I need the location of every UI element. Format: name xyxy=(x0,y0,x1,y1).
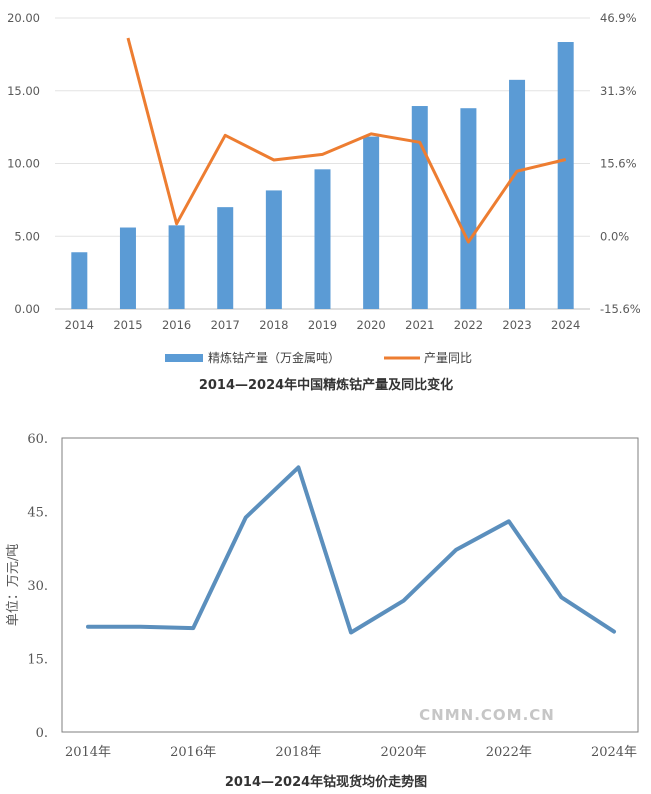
x-tick-label: 2018年 xyxy=(275,745,321,760)
y-axis-label: 单位：万元/吨 xyxy=(6,544,21,626)
y-tick-label: 60. xyxy=(27,432,48,447)
x-tick-label: 2021 xyxy=(405,318,434,332)
production-chart: 0.00 5.00 10.00 15.00 20.00 -15.6% 0.0% 15.6% 3… xyxy=(7,11,641,393)
left-tick-label: 15.00 xyxy=(7,84,40,98)
x-tick-label: 2016年 xyxy=(170,745,216,760)
bar-series xyxy=(71,42,574,310)
x-tick-label: 2020年 xyxy=(381,745,427,760)
legend-line-label: 产量同比 xyxy=(424,351,472,365)
x-tick-label: 2014年 xyxy=(65,745,111,760)
price-line-series xyxy=(86,465,616,635)
bar-2014 xyxy=(71,252,88,309)
price-chart: 0. 15. 30. 45. 60. 2014年 2016年 2018年 2020年 2022年… xyxy=(6,432,639,790)
x-tick-label: 2016 xyxy=(162,318,191,332)
y-tick-label: 15. xyxy=(27,653,48,668)
bar-2024 xyxy=(557,42,574,309)
left-tick-label: 10.00 xyxy=(7,157,40,171)
legend-bar-label: 精炼钴产量（万金属吨） xyxy=(208,350,340,365)
x-tick-label: 2019 xyxy=(308,318,337,332)
right-tick-label: 46.9% xyxy=(600,11,637,25)
left-tick-label: 20.00 xyxy=(7,11,40,25)
x-tick-label: 2022年 xyxy=(486,745,532,760)
yoy-line xyxy=(126,37,567,244)
bar-2015 xyxy=(119,227,136,309)
right-axis-ticks: -15.6% 0.0% 15.6% 31.3% 46.9% xyxy=(600,11,641,316)
x-axis-ticks: 2014 2015 2016 2017 2018 2019 2020 2021 2022 2023… xyxy=(65,318,581,332)
right-tick-label: -15.6% xyxy=(600,302,641,316)
plot-frame xyxy=(61,437,639,733)
x-tick-label: 2020 xyxy=(356,318,385,332)
legend-bar-swatch xyxy=(165,354,203,362)
legend: 精炼钴产量（万金属吨） 产量同比 xyxy=(165,350,472,365)
x-tick-label: 2024年 xyxy=(591,745,637,760)
bar-2023 xyxy=(509,79,526,310)
x-tick-label: 2015 xyxy=(113,318,142,332)
x-tick-label: 2022 xyxy=(454,318,483,332)
x-tick-label: 2014 xyxy=(65,318,94,332)
x-axis-ticks: 2014年 2016年 2018年 2020年 2022年 2024年 xyxy=(65,745,637,760)
right-tick-label: 0.0% xyxy=(600,229,629,243)
yoy-line-series xyxy=(126,37,567,244)
right-tick-label: 15.6% xyxy=(600,157,637,171)
y-tick-label: 30. xyxy=(27,579,48,594)
bar-2020 xyxy=(363,136,380,309)
chart-title: 2014—2024年钴现货均价走势图 xyxy=(225,774,427,790)
gridlines xyxy=(55,17,590,310)
right-tick-label: 31.3% xyxy=(600,84,637,98)
y-tick-label: 45. xyxy=(27,506,48,521)
bar-2019 xyxy=(314,169,331,309)
left-tick-label: 0.00 xyxy=(14,302,40,316)
price-line xyxy=(86,465,616,635)
left-axis-ticks: 0.00 5.00 10.00 15.00 20.00 xyxy=(7,11,40,316)
x-tick-label: 2023 xyxy=(502,318,531,332)
chart-title: 2014—2024年中国精炼钴产量及同比变化 xyxy=(199,377,453,393)
bar-2021 xyxy=(411,106,428,309)
y-axis-ticks: 0. 15. 30. 45. 60. xyxy=(27,432,48,741)
x-tick-label: 2017 xyxy=(211,318,240,332)
x-tick-label: 2024 xyxy=(551,318,580,332)
bar-2016 xyxy=(168,225,185,309)
x-tick-label: 2018 xyxy=(259,318,288,332)
bar-2022 xyxy=(460,108,477,310)
watermark: CNMN.COM.CN xyxy=(419,706,555,724)
y-tick-label: 0. xyxy=(36,726,48,741)
bar-2017 xyxy=(217,207,234,309)
bar-2018 xyxy=(265,190,282,309)
left-tick-label: 5.00 xyxy=(14,229,40,243)
